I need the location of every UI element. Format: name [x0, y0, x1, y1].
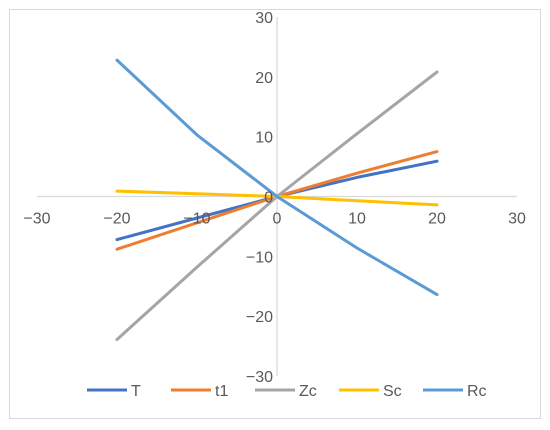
- x-tick-label: 30: [508, 211, 526, 228]
- y-tick-label: −20: [246, 309, 273, 326]
- x-tick-label: −20: [103, 211, 130, 228]
- y-tick-label: 10: [255, 130, 273, 147]
- series-lines: [115, 58, 439, 341]
- legend-label: T: [131, 383, 141, 400]
- series-line-rc: [115, 58, 439, 297]
- legend-label: Zc: [299, 383, 317, 400]
- x-tick-label: 20: [428, 211, 446, 228]
- legend-item-t: T: [87, 383, 141, 400]
- y-tick-label: 0: [264, 190, 273, 207]
- y-tick-label: 30: [255, 10, 273, 27]
- legend-label: Sc: [383, 383, 402, 400]
- y-tick-label: 20: [255, 70, 273, 87]
- x-tick-label: 10: [348, 211, 366, 228]
- chart-frame: [9, 9, 541, 419]
- legend-label: Rc: [467, 383, 487, 400]
- legend-item-sc: Sc: [339, 383, 402, 400]
- x-tick-label: 0: [273, 211, 282, 228]
- x-tick-label: −10: [183, 211, 210, 228]
- legend-label: t1: [215, 383, 228, 400]
- legend-item-rc: Rc: [423, 383, 487, 400]
- y-tick-label: −10: [246, 249, 273, 266]
- legend-item-zc: Zc: [255, 383, 317, 400]
- y-tick-label: −30: [246, 369, 273, 386]
- legend-item-t1: t1: [171, 383, 228, 400]
- tick-labels: −30 −20 −10 0 10 20 30 −30 −20 −10 0 10 20 30: [23, 10, 526, 386]
- x-tick-label: −30: [23, 211, 50, 228]
